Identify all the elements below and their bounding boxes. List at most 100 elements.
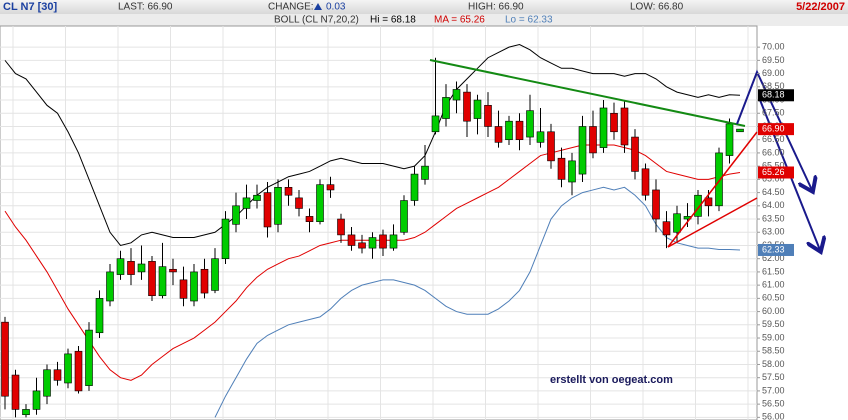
candle-body (410, 173, 419, 201)
candle-body (505, 120, 513, 141)
candle-body (536, 131, 545, 143)
candle-body (673, 213, 681, 233)
candle-body (211, 258, 219, 291)
candle-body (452, 89, 461, 101)
candle-body (127, 261, 135, 275)
y-tick-label: 58.00 (762, 359, 785, 369)
last-values: 68.18 66.90 65.26 62.33 (758, 89, 794, 256)
candle-body (557, 157, 566, 180)
y-tick-label: 61.00 (762, 280, 785, 290)
candle-body (53, 369, 62, 381)
indicator: BOLL (CL N7,20,2) (274, 15, 359, 26)
candle-body (179, 279, 188, 299)
last-value-box (758, 123, 794, 136)
symbol: CL N7 [30] (3, 1, 58, 13)
date: 5/22/2007 (796, 1, 845, 13)
y-tick-label: 69.00 (762, 68, 785, 78)
candle-body (64, 353, 72, 384)
candle-body (641, 168, 650, 196)
change-label: CHANGE: (268, 2, 314, 13)
arrow (736, 69, 812, 190)
indicator-hi: Hi = 68.18 (370, 15, 416, 26)
y-tick-label: 66.00 (762, 147, 785, 157)
candle-body (610, 112, 618, 133)
candle-body (715, 152, 723, 207)
candle-body (148, 261, 156, 297)
candle-body (484, 105, 492, 127)
last-value-label: 65.26 (762, 167, 785, 177)
candle-body (316, 184, 324, 222)
candle-body (337, 218, 345, 236)
y-tick-label: 56.00 (762, 412, 785, 420)
candle-body (274, 187, 282, 225)
candle-body (242, 197, 251, 209)
candle-body (736, 128, 744, 133)
plot-area (0, 25, 758, 420)
candle-body (473, 99, 482, 119)
last: LAST: 66.90 (118, 2, 173, 13)
y-tick-label: 56.50 (762, 399, 785, 409)
candle-body (326, 184, 335, 191)
indicator-bar (0, 14, 848, 26)
candle-body (43, 369, 51, 397)
y-tick-label: 57.00 (762, 385, 785, 395)
y-tick-label: 62.00 (762, 253, 785, 263)
candle-body (253, 194, 261, 201)
y-tick-label: 58.50 (762, 346, 785, 356)
candle-body (400, 200, 408, 233)
up-triangle (314, 3, 322, 10)
watermark: erstellt von oegeat.com (550, 374, 673, 386)
y-tick-label: 65.50 (762, 161, 785, 171)
candle-body (137, 263, 146, 273)
y-tick-label: 64.50 (762, 187, 785, 197)
change: 0.03 (326, 2, 346, 13)
y-tick-label: 63.00 (762, 227, 785, 237)
candle-body (221, 218, 230, 259)
candle-body (463, 91, 471, 122)
candle-body (116, 258, 125, 275)
candle-body (389, 234, 398, 249)
candle-body (547, 131, 555, 162)
candle-body (421, 165, 429, 180)
indicator-ma: MA = 65.26 (434, 15, 485, 26)
candle-body (631, 136, 639, 172)
y-tick-label: 67.50 (762, 108, 785, 118)
candle-body (284, 187, 293, 196)
trend-line (667, 197, 758, 248)
low: LOW: 66.80 (630, 2, 684, 13)
y-tick-label: 69.50 (762, 55, 785, 65)
candle-body (494, 126, 503, 143)
candle-body (32, 390, 41, 410)
y-tick-label: 61.50 (762, 266, 785, 276)
candle-body (662, 221, 671, 236)
candle-body (263, 192, 272, 228)
candle-body (694, 194, 702, 217)
grid (0, 26, 757, 420)
trend-line (429, 59, 746, 127)
candle-body (106, 271, 114, 302)
last-value-label: 68.18 (762, 90, 785, 100)
candle-body (305, 216, 314, 222)
y-tick-label: 59.50 (762, 319, 785, 329)
y-tick-label: 65.00 (762, 174, 785, 184)
candle-body (200, 268, 209, 294)
candle-body (442, 97, 450, 119)
candle-body (232, 205, 240, 225)
band-line (4, 43, 741, 247)
candle-body (1, 321, 9, 397)
y-tick-label: 70.00 (762, 42, 785, 52)
candle-body (578, 126, 587, 175)
y-tick-label: 68.50 (762, 81, 785, 91)
y-tick-label: 60.50 (762, 293, 785, 303)
candle-body (515, 120, 524, 141)
candle-body (190, 271, 198, 302)
candle-body (358, 242, 366, 249)
candle-body (22, 409, 30, 416)
candle-body (74, 350, 83, 392)
candle-body (704, 197, 713, 207)
y-tick-label: 64.00 (762, 200, 785, 210)
candle-body (526, 110, 534, 138)
candle-body (620, 107, 629, 146)
